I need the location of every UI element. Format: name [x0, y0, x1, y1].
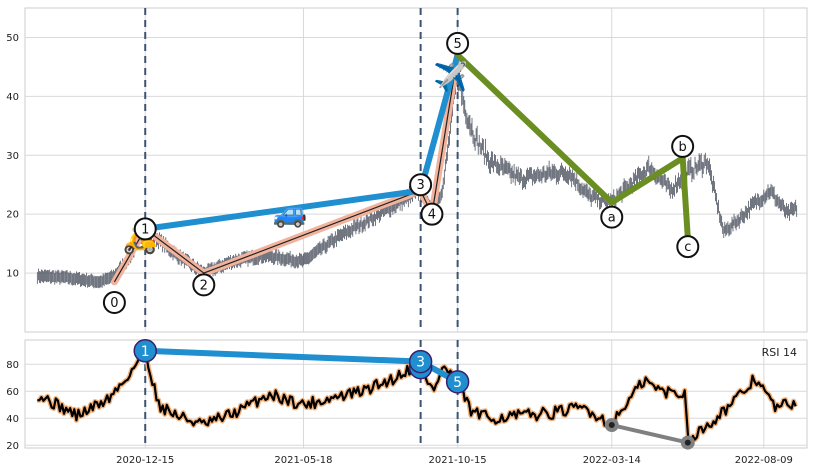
wave-label: c — [684, 240, 691, 255]
price-y-tick-label: 50 — [6, 33, 19, 44]
x-tick-label: 2020-12-15 — [116, 455, 174, 466]
x-tick-label: 2022-08-09 — [735, 455, 793, 466]
wave-label-circle — [102, 291, 126, 315]
x-tick-label: 2021-05-18 — [274, 455, 332, 466]
wave-label: a — [608, 211, 616, 226]
car-icon: 🚙 — [273, 196, 308, 229]
rsi-peak-circle — [408, 349, 433, 374]
rsi-y-ticks: 20 40 60 80 — [6, 360, 19, 452]
wave-label: 1 — [141, 222, 149, 237]
wave-label-circle — [446, 31, 470, 55]
wave-labels: 0 1 2 34 5 a b c — [102, 31, 700, 315]
rsi-legend-label: RSI 14 — [762, 346, 797, 359]
rsi-y-tick-label: 80 — [6, 360, 19, 371]
rsi-trough-dot — [684, 439, 691, 446]
wave-label-circle — [676, 235, 700, 259]
wave-label-circle — [600, 205, 624, 229]
rsi-trough-dot — [608, 422, 615, 429]
wave-label: 0 — [110, 296, 118, 311]
rsi-wave-markers: 1 3 5 — [133, 339, 695, 450]
rsi-peak-label: 5 — [453, 375, 462, 391]
x-axis-ticks: 2020-12-15 2021-05-18 2021-10-15 2022-03-14… — [116, 455, 793, 466]
rsi-peak-circle — [445, 370, 470, 394]
wave-label: 5 — [453, 37, 461, 52]
price-y-tick-label: 30 — [6, 151, 19, 162]
rsi-y-tick-label: 40 — [6, 414, 19, 425]
plane-icon: ✈️ — [433, 60, 468, 94]
wave-label-circle — [420, 202, 444, 226]
rsi-panel: 20 40 60 80 1 3 5 RSI 14 — [6, 339, 808, 452]
wave-label-circle — [192, 273, 216, 297]
rsi-peak-label: 1 — [141, 344, 150, 360]
price-y-ticks: 10 20 30 40 50 — [6, 33, 19, 280]
x-tick-label: 2021-10-15 — [429, 455, 487, 466]
wave-label-circle — [409, 173, 433, 197]
wave-label: 2 — [200, 278, 208, 293]
rsi-peak-circle — [133, 339, 157, 363]
price-y-tick-label: 40 — [6, 92, 19, 103]
price-y-tick-label: 10 — [6, 269, 19, 280]
wave-label: 4 — [428, 208, 436, 223]
corrective-wave-line — [454, 52, 691, 241]
rsi-peak-label: 3 — [416, 355, 425, 371]
price-y-tick-label: 20 — [6, 210, 19, 221]
x-tick-label: 2022-03-14 — [583, 455, 641, 466]
wave-label-circle — [133, 217, 157, 241]
rsi-trough-line — [611, 423, 689, 445]
rsi-y-tick-label: 60 — [6, 387, 19, 398]
wave-label: 3 — [416, 178, 424, 193]
price-panel-frame — [24, 7, 808, 333]
wave-label: b — [679, 140, 687, 155]
rsi-y-tick-label: 20 — [6, 441, 19, 452]
wave-label-circle — [671, 134, 695, 158]
